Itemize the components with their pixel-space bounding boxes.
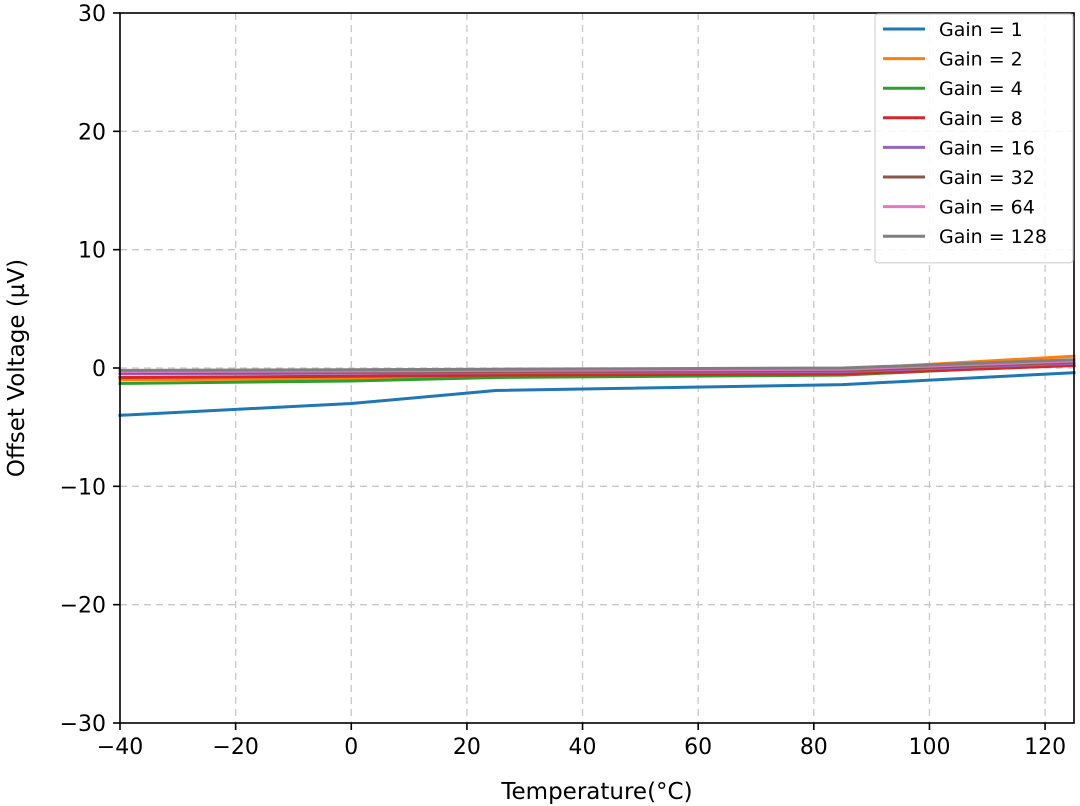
- series-line-gain-8: [118, 364, 1076, 380]
- x-axis-label: Temperature(°C): [500, 779, 692, 805]
- legend-label: Gain = 1: [939, 19, 1023, 41]
- y-tick-label: −30: [60, 712, 106, 737]
- series-lines: [118, 354, 1076, 417]
- y-axis-label: Offset Voltage (µV): [4, 259, 30, 477]
- legend-label: Gain = 32: [939, 167, 1035, 189]
- x-tick-label: 0: [344, 735, 358, 760]
- y-tick-label: 20: [78, 120, 106, 145]
- legend-label: Gain = 16: [939, 137, 1035, 159]
- x-tick-label: 20: [453, 735, 481, 760]
- y-tick-label: −10: [60, 475, 106, 500]
- x-tick-label: 80: [800, 735, 828, 760]
- x-tick-label: −40: [97, 735, 143, 760]
- x-tick-label: −20: [212, 735, 258, 760]
- legend-label: Gain = 128: [939, 226, 1047, 248]
- x-tick-label: 60: [684, 735, 712, 760]
- y-tick-label: 0: [92, 357, 106, 382]
- legend-label: Gain = 4: [939, 78, 1023, 100]
- series-line-gain-128: [118, 358, 1076, 372]
- legend-label: Gain = 2: [939, 49, 1023, 71]
- series-line-gain-1: [118, 371, 1076, 417]
- y-tick-label: −20: [60, 594, 106, 619]
- x-tick-label: 120: [1024, 735, 1066, 760]
- y-tick-label: 30: [78, 2, 106, 27]
- legend-box: [874, 13, 1074, 264]
- legend: Gain = 1 Gain = 2 Gain = 4 Gain = 8 Gain = 1…: [874, 13, 1074, 264]
- legend-label: Gain = 64: [939, 197, 1035, 219]
- axis-ticks: −40 −20 0 20 40 60 80 100 120 −30 −20 −10 0 10 20 30: [60, 2, 1067, 760]
- y-tick-label: 10: [78, 239, 106, 264]
- x-tick-label: 100: [908, 735, 950, 760]
- legend-label: Gain = 8: [939, 108, 1023, 130]
- x-tick-label: 40: [569, 735, 597, 760]
